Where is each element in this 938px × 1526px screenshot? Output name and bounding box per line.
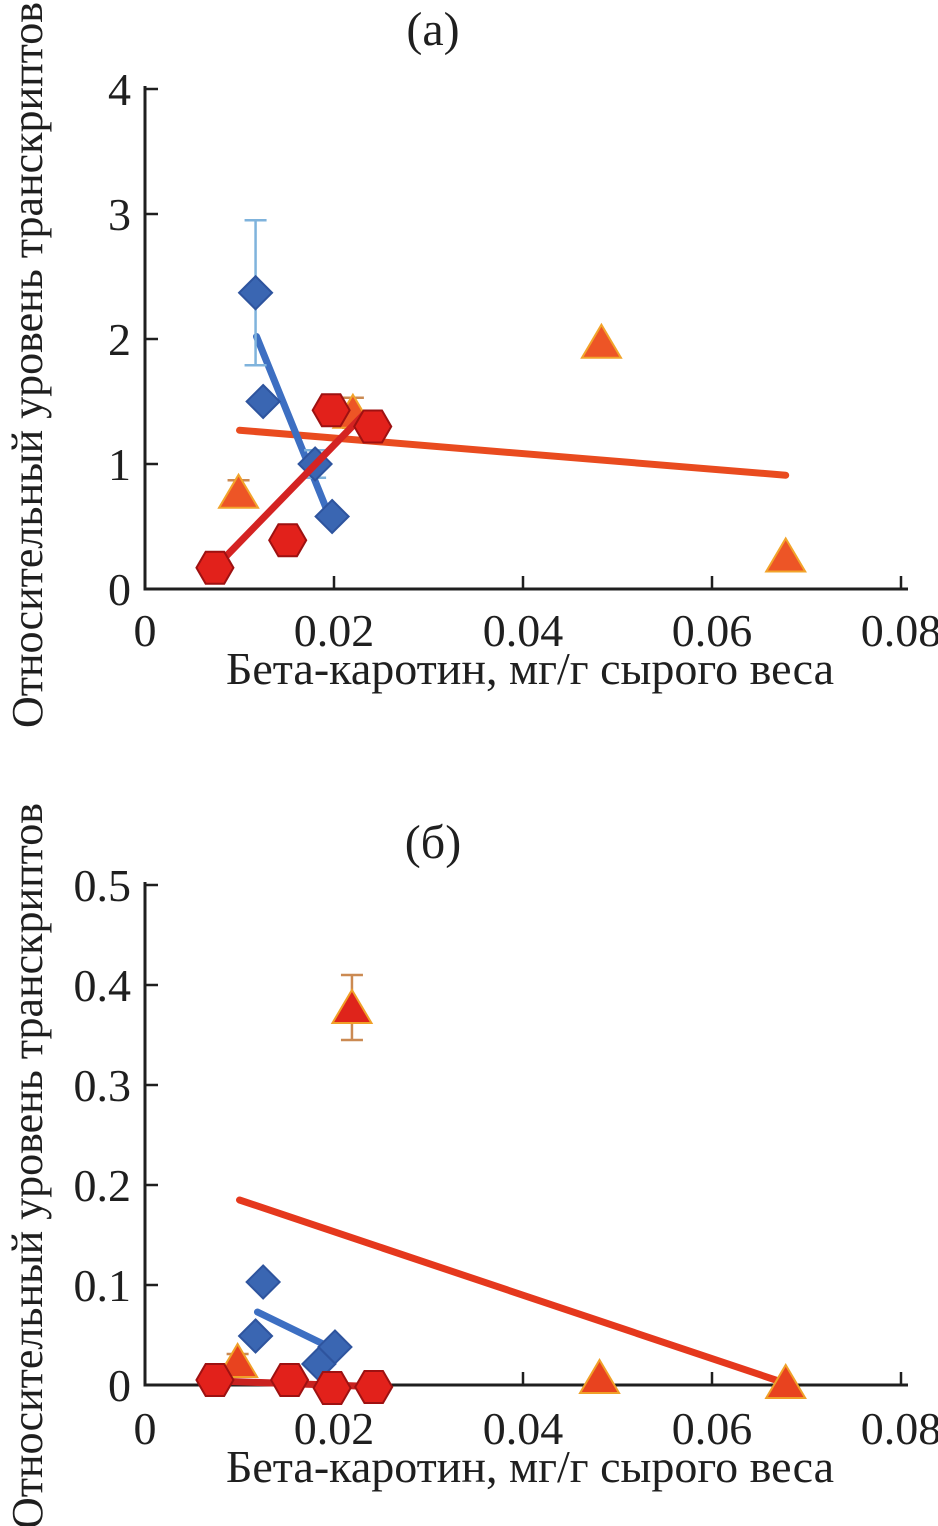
y-tick-label: 0.4 bbox=[74, 960, 132, 1011]
marker-hexagon bbox=[195, 1363, 235, 1397]
marker-triangle bbox=[217, 472, 260, 509]
marker-diamond bbox=[314, 498, 351, 535]
y-tick-label: 0.5 bbox=[74, 860, 132, 911]
trend-line bbox=[211, 410, 368, 572]
marker-hexagon bbox=[354, 1370, 394, 1404]
chart-panel-b: (б) Относительный уровень транскриптов Б… bbox=[3, 803, 938, 1526]
y-tick-label: 0.1 bbox=[74, 1260, 132, 1311]
y-tick-label: 0.2 bbox=[74, 1160, 132, 1211]
trend-line bbox=[253, 333, 337, 529]
x-tick-label: 0.04 bbox=[483, 1403, 564, 1454]
x-tick-label: 0.02 bbox=[294, 1403, 375, 1454]
marker-triangle bbox=[330, 988, 374, 1024]
marker-triangle bbox=[764, 536, 807, 573]
x-tick-label: 0.08 bbox=[861, 1403, 938, 1454]
y-tick-label: 4 bbox=[108, 64, 131, 115]
panel-b-xaxis-title: Бета-каротин, мг/г сырого веса bbox=[226, 1441, 834, 1492]
y-tick-label: 0 bbox=[108, 564, 131, 615]
panel-b-plot-area: 0 0.02 0.04 0.06 0.08 0 0.1 0.2 0.3 0.4 0.5 bbox=[74, 860, 938, 1454]
series-orange-triangles bbox=[217, 322, 807, 573]
x-tick-label: 0.02 bbox=[294, 605, 375, 656]
y-tick-label: 0.3 bbox=[74, 1060, 132, 1111]
x-tick-label: 0.06 bbox=[672, 1403, 753, 1454]
x-tick-label: 0.08 bbox=[861, 605, 938, 656]
axes bbox=[143, 86, 908, 591]
panel-a-plot-area: 0 0.02 0.04 0.06 0.08 0 1 2 3 4 bbox=[108, 64, 938, 656]
panel-a-title: (а) bbox=[406, 3, 459, 56]
marker-hexagon bbox=[195, 550, 235, 585]
trend-line bbox=[236, 426, 790, 479]
marker-triangle bbox=[578, 1358, 621, 1394]
y-tick-label: 0 bbox=[108, 1360, 131, 1411]
panel-a-yaxis-title: Относительный уровень транскриптов bbox=[3, 2, 52, 728]
marker-hexagon bbox=[353, 409, 393, 444]
x-tick-label: 0.04 bbox=[483, 605, 564, 656]
marker-hexagon bbox=[268, 523, 308, 558]
tick-labels: 0 0.02 0.04 0.06 0.08 0 0.1 0.2 0.3 0.4 0.5 bbox=[74, 860, 938, 1454]
marker-hexagon bbox=[269, 1363, 310, 1397]
marker-diamond bbox=[245, 1264, 282, 1300]
y-tick-label: 3 bbox=[108, 189, 131, 240]
panel-b-yaxis-title: Относительный уровень транскриптов bbox=[3, 803, 52, 1526]
trend-line bbox=[236, 1196, 792, 1388]
panel-b-title: (б) bbox=[405, 816, 461, 869]
series-red-hexagons bbox=[195, 393, 393, 585]
tick-labels: 0 0.02 0.04 0.06 0.08 0 1 2 3 4 bbox=[108, 64, 938, 656]
marker-diamond bbox=[245, 383, 282, 420]
marker-triangle bbox=[580, 322, 623, 359]
x-tick-label: 0.06 bbox=[672, 605, 753, 656]
x-tick-label: 0 bbox=[134, 605, 157, 656]
y-tick-label: 1 bbox=[108, 439, 131, 490]
y-tick-label: 2 bbox=[108, 314, 131, 365]
marker-triangle bbox=[764, 1363, 807, 1399]
series-red-hexagons bbox=[195, 1363, 394, 1405]
marker-hexagon bbox=[312, 1371, 352, 1405]
x-tick-label: 0 bbox=[134, 1403, 157, 1454]
chart-panel-a: (а) Относительный уровень транскриптов Б… bbox=[3, 2, 938, 728]
marker-diamond bbox=[237, 1318, 274, 1354]
panel-a-xaxis-title: Бета-каротин, мг/г сырого веса bbox=[226, 643, 834, 694]
marker-hexagon bbox=[311, 393, 351, 428]
marker-diamond bbox=[237, 274, 274, 311]
